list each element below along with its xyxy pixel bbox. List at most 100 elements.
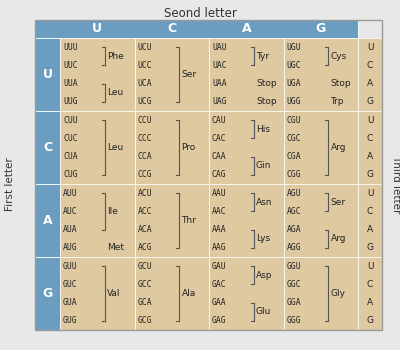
- Text: GAA: GAA: [212, 298, 227, 307]
- Text: AAA: AAA: [212, 225, 227, 234]
- Bar: [60, 257, 134, 330]
- Text: C: C: [367, 207, 373, 216]
- Text: GCU: GCU: [138, 262, 152, 271]
- Text: AGC: AGC: [286, 207, 301, 216]
- Bar: [284, 257, 358, 330]
- Text: UGG: UGG: [286, 97, 301, 106]
- Text: Trp: Trp: [330, 97, 344, 106]
- Text: AAC: AAC: [212, 207, 227, 216]
- Bar: [60, 38, 134, 111]
- Text: U: U: [367, 189, 373, 198]
- Text: CAA: CAA: [212, 152, 227, 161]
- Text: Val: Val: [107, 289, 120, 298]
- Text: AAU: AAU: [212, 189, 227, 198]
- Text: UCG: UCG: [138, 97, 152, 106]
- Text: G: G: [366, 243, 374, 252]
- Text: U: U: [367, 43, 373, 51]
- Text: UUA: UUA: [63, 79, 78, 88]
- Text: Ser: Ser: [330, 198, 346, 207]
- Text: CUG: CUG: [63, 170, 78, 179]
- Text: ACA: ACA: [138, 225, 152, 234]
- Text: Tyr: Tyr: [256, 52, 269, 61]
- Text: CGC: CGC: [286, 134, 301, 143]
- Text: AGG: AGG: [286, 243, 301, 252]
- Text: A: A: [367, 152, 373, 161]
- Bar: [134, 38, 209, 111]
- Text: GGC: GGC: [286, 280, 301, 289]
- Text: CAG: CAG: [212, 170, 227, 179]
- Bar: [358, 184, 382, 257]
- Text: ACC: ACC: [138, 207, 152, 216]
- Text: A: A: [367, 79, 373, 88]
- Bar: [134, 184, 209, 257]
- Text: AGA: AGA: [286, 225, 301, 234]
- Text: UAA: UAA: [212, 79, 227, 88]
- Text: CCG: CCG: [138, 170, 152, 179]
- Text: GUG: GUG: [63, 316, 78, 326]
- Bar: [358, 257, 382, 330]
- Text: GAC: GAC: [212, 280, 227, 289]
- Text: Cys: Cys: [330, 52, 347, 61]
- Bar: [35, 38, 60, 111]
- Text: GUA: GUA: [63, 298, 78, 307]
- Text: Third letter: Third letter: [391, 155, 400, 213]
- Text: Glu: Glu: [256, 307, 271, 316]
- Bar: [284, 38, 358, 111]
- Text: Ser: Ser: [182, 70, 196, 79]
- Bar: [358, 111, 382, 184]
- Text: Stop: Stop: [330, 79, 351, 88]
- Text: Ala: Ala: [182, 289, 196, 298]
- Text: Asp: Asp: [256, 271, 272, 280]
- Text: UAU: UAU: [212, 43, 227, 51]
- Text: Thr: Thr: [182, 216, 196, 225]
- Text: C: C: [367, 280, 373, 289]
- Text: U: U: [92, 22, 102, 35]
- Text: UAG: UAG: [212, 97, 227, 106]
- Bar: [209, 111, 284, 184]
- Bar: [35, 20, 382, 330]
- Bar: [209, 184, 284, 257]
- Text: UUG: UUG: [63, 97, 78, 106]
- Text: Met: Met: [107, 243, 124, 252]
- Text: GCC: GCC: [138, 280, 152, 289]
- Text: CAC: CAC: [212, 134, 227, 143]
- Text: AUU: AUU: [63, 189, 78, 198]
- Text: Seond letter: Seond letter: [164, 7, 236, 20]
- Text: GGG: GGG: [286, 316, 301, 326]
- Bar: [35, 257, 60, 330]
- Text: Arg: Arg: [330, 143, 346, 152]
- Text: Stop: Stop: [256, 79, 276, 88]
- Text: Gly: Gly: [330, 289, 346, 298]
- Text: A: A: [242, 22, 251, 35]
- Text: GGU: GGU: [286, 262, 301, 271]
- Text: C: C: [367, 134, 373, 143]
- Text: GAU: GAU: [212, 262, 227, 271]
- Text: A: A: [367, 298, 373, 307]
- Bar: [35, 184, 60, 257]
- Text: AUG: AUG: [63, 243, 78, 252]
- Text: Stop: Stop: [256, 97, 276, 106]
- Text: A: A: [43, 214, 52, 227]
- Text: AUC: AUC: [63, 207, 78, 216]
- Text: GCG: GCG: [138, 316, 152, 326]
- Text: A: A: [367, 225, 373, 234]
- Text: Phe: Phe: [107, 52, 124, 61]
- Text: ACG: ACG: [138, 243, 152, 252]
- Text: CCA: CCA: [138, 152, 152, 161]
- Text: UGA: UGA: [286, 79, 301, 88]
- Bar: [358, 38, 382, 111]
- Bar: [284, 184, 358, 257]
- Text: C: C: [167, 22, 176, 35]
- Text: His: His: [256, 125, 270, 134]
- Text: Gin: Gin: [256, 161, 271, 170]
- Bar: [35, 111, 60, 184]
- Bar: [284, 111, 358, 184]
- Text: CGA: CGA: [286, 152, 301, 161]
- Bar: [134, 257, 209, 330]
- Text: G: G: [366, 316, 374, 326]
- Text: AGU: AGU: [286, 189, 301, 198]
- Text: UAC: UAC: [212, 61, 227, 70]
- Text: CUA: CUA: [63, 152, 78, 161]
- Text: ACU: ACU: [138, 189, 152, 198]
- Text: G: G: [366, 97, 374, 106]
